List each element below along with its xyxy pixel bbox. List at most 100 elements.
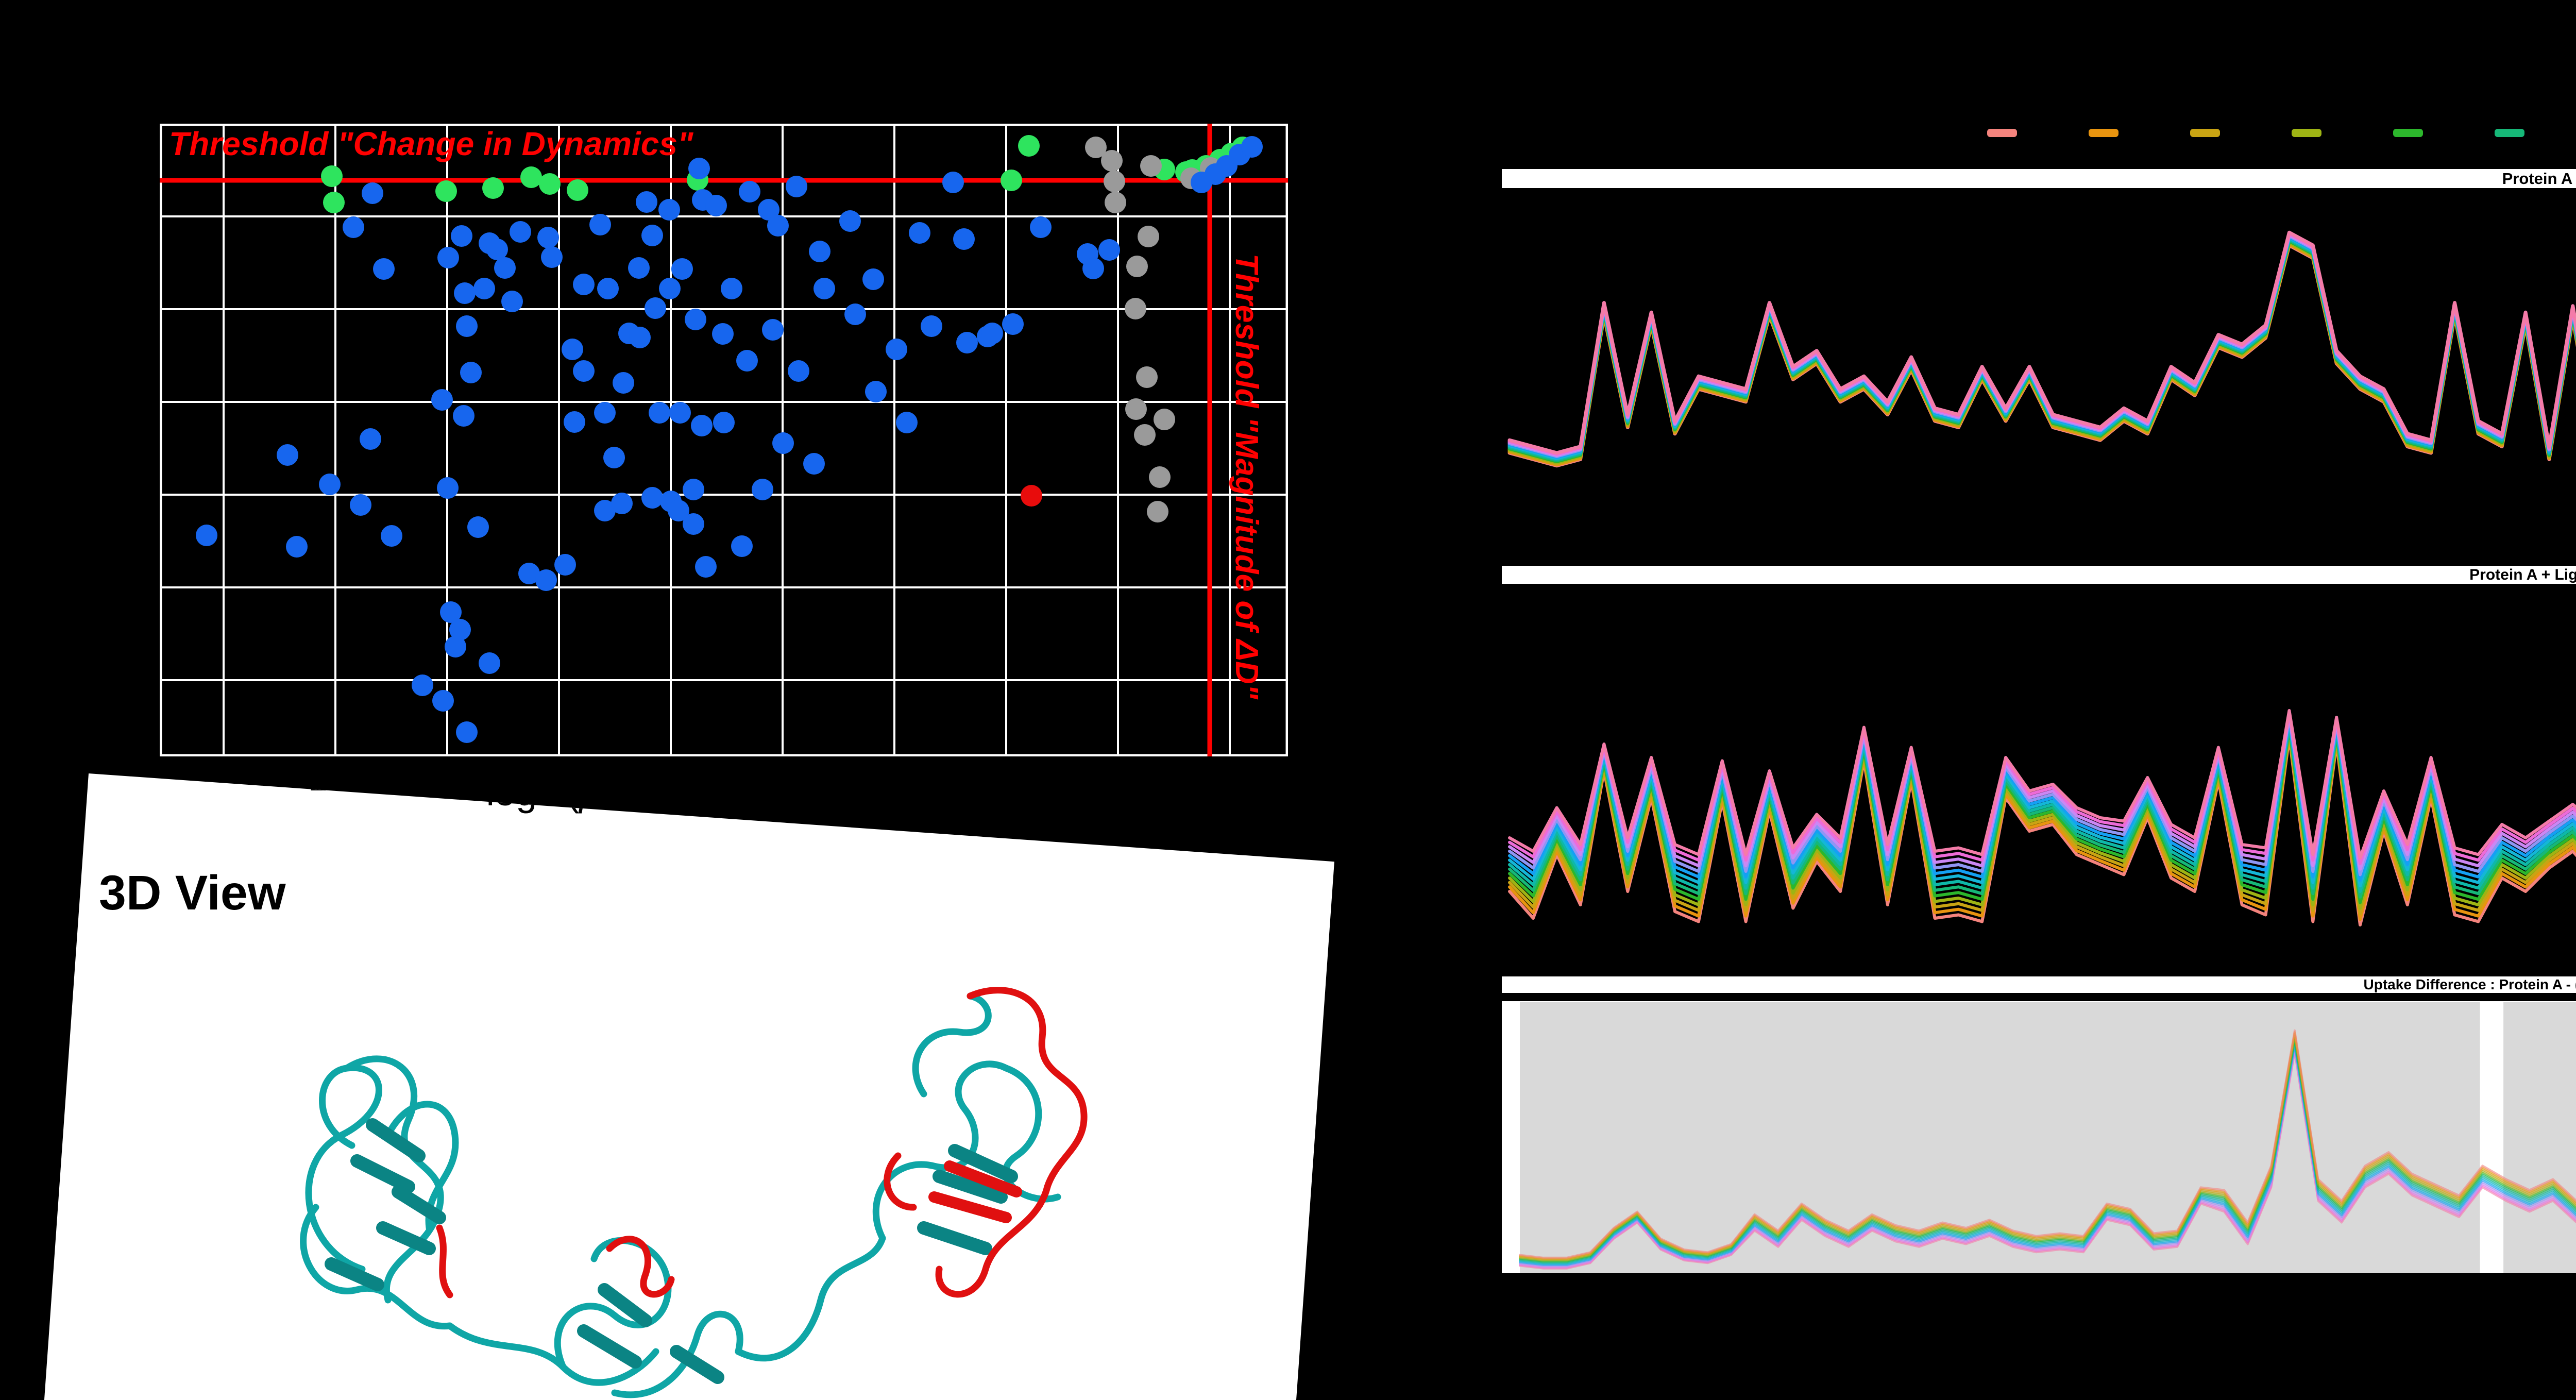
- legend-swatch-3[interactable]: [2190, 129, 2220, 137]
- scatter-point[interactable]: [695, 556, 717, 578]
- scatter-point[interactable]: [319, 474, 341, 495]
- scatter-point[interactable]: [589, 214, 611, 235]
- scatter-point[interactable]: [886, 339, 907, 360]
- scatter-point[interactable]: [844, 303, 866, 325]
- uptake-difference-title-bar[interactable]: Uptake Difference : Protein A - (Protein…: [1502, 976, 2576, 993]
- scatter-point[interactable]: [981, 323, 1003, 344]
- scatter-point[interactable]: [658, 199, 680, 221]
- scatter-point[interactable]: [1125, 298, 1146, 319]
- scatter-point[interactable]: [641, 487, 663, 509]
- scatter-point[interactable]: [1140, 155, 1162, 177]
- scatter-point[interactable]: [453, 405, 474, 427]
- scatter-point[interactable]: [956, 332, 978, 353]
- scatter-point[interactable]: [786, 176, 807, 197]
- scatter-point[interactable]: [381, 525, 402, 547]
- scatter-point[interactable]: [321, 165, 343, 187]
- structure-3d-panel[interactable]: −200 −100 logit (pvalueMagnitude_of_Delt…: [34, 773, 1334, 1400]
- scatter-point[interactable]: [451, 225, 472, 247]
- scatter-point[interactable]: [865, 381, 887, 402]
- scatter-point[interactable]: [564, 411, 585, 433]
- scatter-point[interactable]: [691, 415, 713, 436]
- scatter-point[interactable]: [1241, 136, 1263, 158]
- scatter-point[interactable]: [683, 513, 704, 535]
- scatter-point[interactable]: [803, 453, 825, 475]
- protein-a-ligand-chart-svg[interactable]: [1502, 584, 2576, 976]
- scatter-point[interactable]: [494, 257, 516, 279]
- scatter-point[interactable]: [323, 192, 345, 213]
- scatter-point[interactable]: [628, 257, 650, 279]
- scatter-point[interactable]: [713, 412, 735, 433]
- scatter-point[interactable]: [535, 569, 557, 591]
- scatter-point[interactable]: [510, 221, 531, 243]
- uptake-difference-chart[interactable]: [1502, 993, 2576, 1278]
- protein-a-title-bar[interactable]: Protein A: [1502, 169, 2576, 188]
- scatter-point[interactable]: [1125, 398, 1147, 420]
- volcano-plot[interactable]: Threshold "Change in Dynamics" Threshold…: [160, 124, 1288, 756]
- scatter-point[interactable]: [896, 412, 918, 433]
- scatter-point[interactable]: [445, 636, 466, 657]
- scatter-point[interactable]: [1101, 150, 1123, 172]
- scatter-point[interactable]: [473, 278, 495, 299]
- scatter-point[interactable]: [1030, 216, 1052, 238]
- scatter-point[interactable]: [435, 180, 457, 202]
- scatter-point[interactable]: [432, 690, 454, 712]
- scatter-point[interactable]: [482, 177, 504, 199]
- scatter-point[interactable]: [277, 444, 298, 466]
- scatter-point[interactable]: [1002, 313, 1024, 335]
- scatter-point[interactable]: [440, 601, 462, 623]
- scatter-point[interactable]: [1105, 192, 1126, 213]
- scatter-point[interactable]: [788, 360, 809, 382]
- scatter-point[interactable]: [731, 535, 753, 557]
- scatter-point[interactable]: [1085, 137, 1107, 158]
- scatter-point[interactable]: [343, 216, 364, 238]
- scatter-point[interactable]: [772, 432, 794, 454]
- scatter-point[interactable]: [603, 447, 625, 468]
- scatter-point[interactable]: [573, 274, 595, 295]
- scatter-point[interactable]: [645, 297, 666, 319]
- scatter-point[interactable]: [611, 493, 633, 514]
- scatter-point[interactable]: [767, 215, 789, 237]
- scatter-point[interactable]: [456, 721, 478, 743]
- scatter-point[interactable]: [456, 315, 478, 337]
- scatter-point[interactable]: [814, 278, 835, 299]
- protein-a-chart-svg[interactable]: [1502, 188, 2576, 566]
- scatter-point[interactable]: [449, 619, 471, 640]
- scatter-point[interactable]: [721, 278, 742, 299]
- scatter-point[interactable]: [567, 179, 588, 201]
- scatter-point[interactable]: [668, 500, 689, 521]
- scatter-point[interactable]: [594, 500, 616, 521]
- scatter-point[interactable]: [1021, 485, 1042, 507]
- protein-a-ligand-chart[interactable]: [1502, 584, 2576, 976]
- scatter-point[interactable]: [683, 479, 704, 500]
- scatter-point[interactable]: [360, 428, 381, 450]
- scatter-point[interactable]: [539, 173, 561, 195]
- scatter-point[interactable]: [671, 258, 693, 280]
- uptake-difference-chart-svg[interactable]: [1502, 993, 2576, 1278]
- scatter-point[interactable]: [431, 389, 453, 411]
- scatter-point[interactable]: [1149, 466, 1171, 488]
- scatter-point[interactable]: [467, 516, 489, 538]
- scatter-point[interactable]: [921, 315, 942, 337]
- scatter-point[interactable]: [641, 225, 663, 246]
- scatter-point[interactable]: [839, 210, 861, 232]
- scatter-point[interactable]: [597, 278, 619, 299]
- scatter-point[interactable]: [758, 199, 779, 221]
- volcano-scatter-svg[interactable]: [160, 124, 1288, 756]
- scatter-point[interactable]: [1001, 170, 1022, 191]
- scatter-point[interactable]: [1018, 135, 1040, 157]
- scatter-point[interactable]: [736, 350, 758, 372]
- scatter-point[interactable]: [1126, 256, 1148, 277]
- scatter-point[interactable]: [688, 158, 710, 179]
- scatter-point[interactable]: [659, 278, 681, 299]
- scatter-point[interactable]: [554, 554, 576, 576]
- scatter-point[interactable]: [1138, 226, 1159, 247]
- scatter-point[interactable]: [1147, 501, 1168, 522]
- protein-ribbon-graphic[interactable]: [254, 939, 1284, 1400]
- scatter-point[interactable]: [685, 309, 706, 330]
- scatter-point[interactable]: [953, 228, 975, 250]
- scatter-point[interactable]: [636, 191, 657, 213]
- scatter-point[interactable]: [501, 291, 523, 312]
- scatter-point[interactable]: [479, 652, 500, 674]
- scatter-point[interactable]: [1154, 409, 1175, 430]
- scatter-point[interactable]: [350, 494, 371, 516]
